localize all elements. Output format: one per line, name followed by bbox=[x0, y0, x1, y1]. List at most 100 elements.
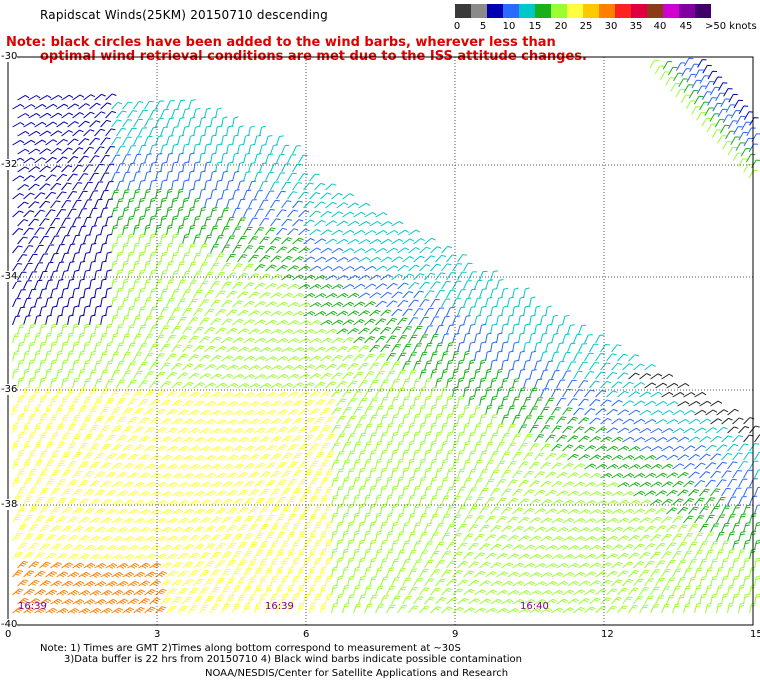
wind-barb bbox=[144, 535, 157, 542]
wind-barb bbox=[672, 585, 681, 596]
wind-barb bbox=[677, 594, 686, 605]
wind-barb bbox=[155, 588, 167, 596]
wind-barb bbox=[298, 228, 310, 236]
wind-barb bbox=[661, 516, 673, 524]
wind-barb bbox=[347, 345, 359, 353]
wind-barb bbox=[336, 593, 344, 605]
wind-barb bbox=[600, 509, 613, 515]
wind-barb bbox=[204, 400, 217, 407]
wind-barb bbox=[12, 175, 25, 182]
wind-barb bbox=[177, 298, 187, 308]
wind-barb bbox=[303, 346, 316, 353]
wind-barb bbox=[237, 272, 248, 281]
wind-barb bbox=[270, 328, 283, 335]
wind-barb bbox=[83, 287, 90, 299]
wind-barb bbox=[512, 599, 525, 605]
wind-barb bbox=[595, 571, 607, 578]
wind-barb bbox=[28, 505, 38, 515]
wind-barb bbox=[408, 476, 415, 488]
wind-barb bbox=[287, 265, 300, 272]
wind-barb bbox=[39, 432, 47, 443]
wind-barb bbox=[507, 589, 520, 596]
wind-barb bbox=[457, 468, 465, 479]
wind-barb bbox=[336, 485, 344, 497]
wind-barb bbox=[523, 562, 536, 569]
wind-barb bbox=[540, 590, 553, 596]
wind-barb bbox=[111, 554, 124, 560]
wind-barb bbox=[155, 500, 168, 506]
wind-barb bbox=[116, 287, 123, 299]
wind-barb bbox=[600, 454, 613, 461]
wind-barb bbox=[17, 449, 25, 461]
wind-barb bbox=[474, 441, 482, 452]
wind-barb bbox=[287, 191, 298, 200]
legend-label: 25 bbox=[579, 21, 593, 32]
wind-barb bbox=[413, 308, 424, 317]
wind-barb bbox=[193, 596, 204, 605]
wind-barb bbox=[523, 470, 534, 479]
wind-barb bbox=[243, 152, 251, 164]
wind-barb bbox=[248, 143, 256, 155]
wind-barb bbox=[204, 234, 213, 245]
wind-barb bbox=[474, 570, 486, 578]
wind-barb bbox=[391, 308, 403, 317]
wind-barb bbox=[100, 607, 113, 614]
wind-barb bbox=[309, 390, 321, 398]
wind-barb bbox=[210, 225, 219, 236]
wind-barb bbox=[578, 343, 587, 353]
wind-barb bbox=[221, 463, 234, 470]
wind-barb bbox=[215, 364, 228, 371]
wind-barb bbox=[633, 578, 644, 587]
wind-barb bbox=[688, 594, 696, 605]
wind-barb bbox=[320, 229, 333, 236]
wind-barb bbox=[133, 536, 146, 542]
wind-barb bbox=[122, 536, 135, 542]
wind-barb bbox=[309, 566, 316, 578]
wind-barb bbox=[441, 368, 449, 380]
wind-barb bbox=[111, 388, 121, 398]
wind-barb bbox=[45, 261, 54, 272]
wind-barb bbox=[177, 316, 187, 326]
wind-barb bbox=[138, 597, 150, 605]
wind-barb bbox=[683, 445, 696, 452]
wind-barb bbox=[127, 435, 139, 443]
wind-barb bbox=[699, 436, 711, 443]
wind-barb bbox=[248, 489, 260, 497]
wind-barb bbox=[677, 541, 687, 551]
wind-barb bbox=[100, 369, 109, 380]
wind-barb bbox=[122, 607, 135, 614]
wind-barb bbox=[644, 418, 657, 425]
wind-barb bbox=[177, 535, 190, 542]
wind-barb bbox=[501, 395, 509, 407]
wind-barb bbox=[309, 355, 322, 362]
wind-barb bbox=[116, 545, 129, 551]
wind-barb bbox=[166, 224, 173, 236]
wind-barb bbox=[353, 389, 364, 398]
wind-barb bbox=[281, 237, 293, 245]
wind-barb bbox=[710, 400, 723, 407]
wind-barb bbox=[540, 535, 553, 542]
wind-barb bbox=[171, 325, 181, 335]
wind-barb bbox=[138, 269, 145, 281]
wind-barb bbox=[270, 273, 282, 281]
wind-barb bbox=[292, 434, 304, 443]
wind-barb bbox=[342, 603, 350, 614]
wind-barb bbox=[237, 559, 247, 569]
wind-barb bbox=[34, 121, 47, 128]
wind-barb bbox=[490, 305, 498, 317]
wind-barb bbox=[116, 598, 129, 605]
wind-barb bbox=[347, 310, 360, 317]
wind-barb bbox=[342, 584, 350, 596]
wind-barb bbox=[534, 452, 545, 461]
wind-barb bbox=[149, 380, 160, 389]
wind-barb bbox=[419, 299, 430, 308]
wind-barb bbox=[23, 496, 33, 506]
wind-barb bbox=[353, 354, 365, 362]
wind-barb bbox=[270, 199, 280, 209]
wind-barb bbox=[353, 301, 366, 308]
wind-barb bbox=[116, 163, 125, 173]
wind-barb bbox=[485, 515, 496, 524]
wind-barb bbox=[155, 606, 167, 614]
wind-barb bbox=[39, 543, 51, 551]
wind-barb bbox=[342, 193, 354, 200]
